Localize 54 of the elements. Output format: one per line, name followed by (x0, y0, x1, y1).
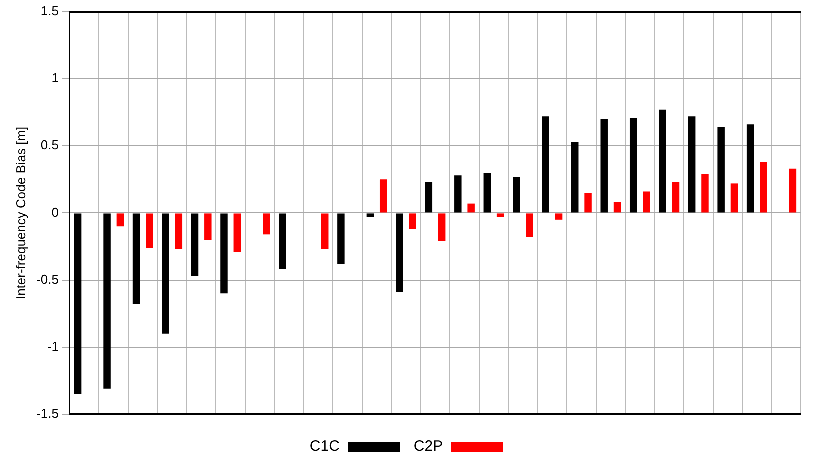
bar (175, 214, 183, 250)
bar (718, 127, 725, 213)
bar (425, 182, 433, 213)
bar (146, 214, 154, 248)
bar (630, 118, 638, 213)
y-tick-label: 0 (52, 204, 59, 220)
bar (366, 214, 374, 218)
y-axis-title: Inter-frequency Code Bias [m] (13, 126, 28, 300)
bar (220, 214, 228, 294)
bar (542, 116, 550, 213)
bar (162, 214, 170, 334)
bar (132, 214, 140, 304)
bar (204, 214, 212, 240)
bar (760, 162, 768, 213)
bar (496, 214, 504, 218)
bar (555, 214, 563, 220)
y-tick-label: -1.5 (36, 406, 59, 421)
y-tick-label: -1 (47, 338, 59, 354)
bar (789, 168, 797, 213)
bar (584, 193, 592, 213)
bar (484, 172, 492, 213)
bar (438, 214, 446, 242)
bar (526, 214, 534, 238)
bar (263, 214, 270, 235)
bar (468, 204, 475, 213)
y-tick-label: 1 (52, 70, 59, 86)
legend-label: C2P (414, 438, 444, 455)
bar (191, 214, 199, 276)
bar (396, 214, 404, 292)
bar (409, 214, 416, 230)
bar (234, 214, 242, 252)
bar (746, 124, 754, 213)
bar (730, 184, 738, 213)
y-tick-label: -0.5 (36, 272, 59, 287)
bar (672, 182, 680, 213)
bar (454, 176, 462, 213)
bar (614, 202, 622, 213)
bar (322, 214, 329, 250)
bar (702, 174, 709, 213)
bar (279, 214, 286, 270)
bar (338, 214, 345, 264)
bar (104, 214, 111, 389)
y-tick-label: 0.5 (40, 138, 59, 153)
bar (572, 142, 579, 213)
bar (380, 180, 388, 213)
bar (74, 214, 82, 394)
bar (643, 192, 650, 213)
bar (600, 119, 608, 213)
bar (659, 110, 666, 213)
bar (116, 214, 124, 227)
legend-label: C1C (310, 438, 340, 455)
y-tick-label: 1.5 (40, 4, 59, 19)
bar (513, 176, 520, 213)
bar (688, 116, 696, 213)
